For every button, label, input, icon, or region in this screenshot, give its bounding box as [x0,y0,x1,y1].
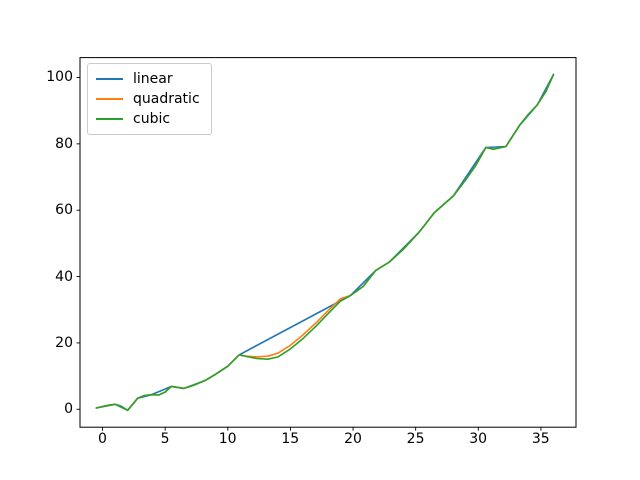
x-tick-label: 0 [98,431,107,447]
legend-line-sample-quadratic [96,98,123,100]
series-line-linear [95,73,555,412]
x-tick-label: 30 [469,431,488,447]
series-line-cubic [95,73,555,412]
x-tick-label: 20 [344,431,362,447]
y-tick-label: 60 [55,202,73,219]
y-tick-label: 80 [55,135,73,152]
y-tick-label: 0 [64,401,73,418]
legend-item-linear: linear [96,69,200,89]
x-tick-label: 25 [406,431,425,447]
axes-frame [79,57,577,428]
y-tick-label: 100 [46,69,73,86]
y-tick-label: 40 [55,268,73,285]
legend-line-sample-linear [96,78,123,80]
legend-label: quadratic [133,91,200,107]
legend-line-sample-cubic [96,118,123,120]
legend: linear quadratic cubic [87,63,212,135]
x-tick-label: 35 [531,431,550,447]
legend-label: linear [133,71,173,87]
legend-item-quadratic: quadratic [96,89,200,109]
y-tick-label: 20 [55,335,73,351]
legend-item-cubic: cubic [96,109,200,129]
x-tick-label: 5 [160,431,170,447]
x-tick-label: 15 [281,431,300,447]
legend-label: cubic [133,111,171,127]
x-tick-label: 10 [218,431,237,447]
